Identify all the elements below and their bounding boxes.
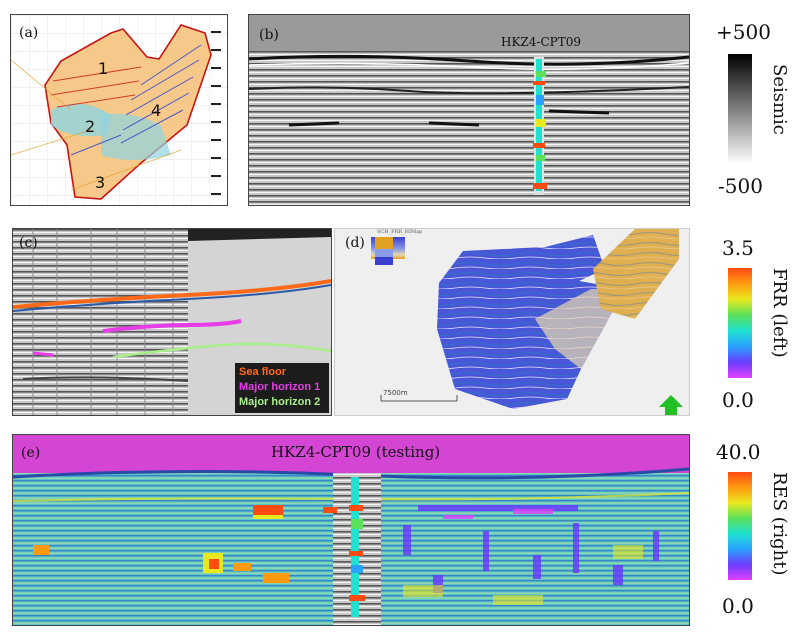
panel-d-label: (d): [345, 235, 365, 251]
legend-major-horizon-1: Major horizon 1: [239, 381, 321, 393]
seismic-max-label: +500: [716, 20, 771, 44]
res-max-label: 40.0: [716, 440, 761, 464]
legend-sea-floor: Sea floor: [239, 366, 287, 378]
panel-e-well-name: HKZ4-CPT09 (testing): [271, 443, 441, 461]
panel-a-graphic: [11, 15, 227, 205]
frr-max-label: 3.5: [722, 236, 754, 260]
panel-b-seismic: (b) HKZ4-CPT09: [248, 14, 690, 206]
panel-b-well-name: HKZ4-CPT09: [501, 35, 581, 49]
well-log-b: [533, 59, 547, 191]
frr-colorbar: [728, 268, 752, 378]
panel-d-title: SCH_FRR_HIMap: [377, 229, 423, 235]
panel-d-scale-label: 7500m: [383, 389, 408, 397]
seismic-colorbar: [728, 54, 752, 164]
north-arrow-icon: [659, 395, 683, 415]
zone-label-4: 4: [151, 101, 162, 120]
panel-c-label: (c): [19, 235, 38, 251]
survey-area-outline: [44, 24, 212, 200]
res-min-label: 0.0: [722, 594, 754, 618]
frr-colorbar-title: FRR (left): [769, 268, 790, 358]
zone-label-3: 3: [95, 173, 106, 192]
panel-b-graphic: [249, 15, 689, 205]
res-colorbar-title: RES (right): [769, 472, 790, 576]
panel-e-graphic: [13, 435, 689, 625]
panel-d-graphic: [371, 229, 683, 415]
seismic-min-label: -500: [718, 174, 763, 198]
panel-d-frr-map: (d) SCH_FRR_HIMap 7500m: [334, 228, 690, 416]
zone-label-2: 2: [85, 117, 96, 136]
panel-e-res-section: (e) HKZ4-CPT09 (testing): [12, 434, 690, 626]
res-colorbar: [728, 472, 752, 580]
panel-c-3d-view: (c) Sea floor Major horizon 1 Major hori…: [12, 228, 332, 416]
panel-c-legend: Sea floor Major horizon 1 Major horizon …: [235, 363, 329, 413]
frr-min-label: 0.0: [722, 388, 754, 412]
panel-a-label: (a): [19, 25, 39, 41]
panel-b-label: (b): [259, 27, 279, 43]
zone-label-1: 1: [98, 59, 109, 78]
seismic-colorbar-title: Seismic: [769, 64, 790, 135]
well-log-e: [349, 477, 365, 617]
panel-e-label: (e): [21, 445, 41, 461]
panel-a-map: (a) 1 2 3 4: [10, 14, 228, 206]
legend-major-horizon-2: Major horizon 2: [239, 396, 321, 408]
